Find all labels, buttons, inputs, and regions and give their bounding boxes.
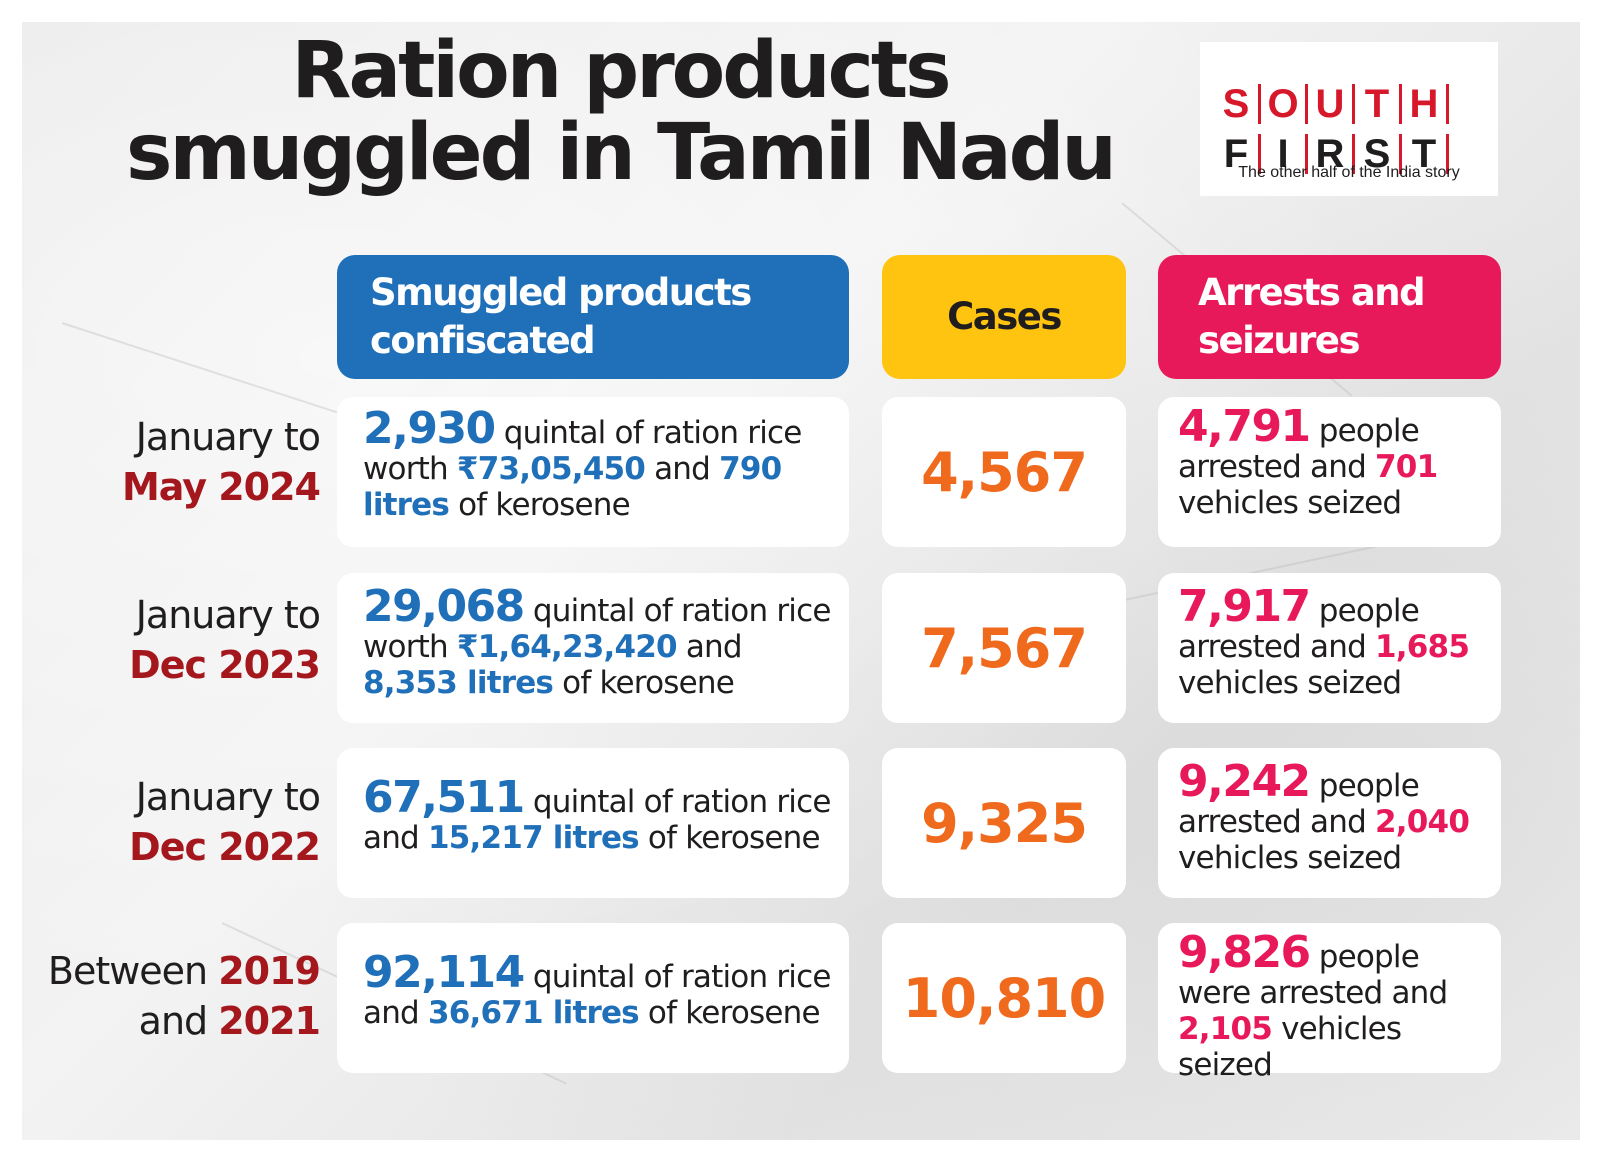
logo-letter: F [1214,132,1261,176]
vehicles-value: 2,105 [1178,1011,1273,1047]
logo-letter: I [1261,132,1308,176]
header-arrests: Arrests and seizures [1158,255,1501,379]
logo-letter: T [1402,132,1449,176]
logo-letter: U [1308,82,1355,126]
quintal-value: 2,930 [363,403,496,454]
products-text: 67,511 quintal of ration rice and 15,217… [363,776,833,857]
logo-letter: T [1355,82,1402,126]
logo-letter: S [1214,82,1261,126]
arrests-text: 4,791 people arrested and 701 vehicles s… [1178,405,1491,522]
products-text: 29,068 quintal of ration rice worth ₹1,6… [363,585,833,702]
products-text-1: quintal of ration rice worth [363,593,831,665]
period-label: January to Dec 2022 [40,772,321,872]
products-text-1: quintal of ration rice worth [363,415,802,487]
header-smuggled-products: Smuggled products confiscated [337,255,849,379]
period-year-end: 2021 [218,999,321,1043]
people-value: 9,242 [1178,756,1311,807]
litres-value: 36,671 litres [427,995,640,1031]
logo-letter: R [1308,132,1355,176]
period-label: January to Dec 2023 [40,590,321,690]
cases-card: 7,567 [882,573,1126,723]
page-title: Ration products smuggled in Tamil Nadu [60,30,1180,194]
products-text-2: and [645,451,720,487]
worth-value: ₹1,64,23,420 [456,629,678,665]
arrests-card: 7,917 people arrested and 1,685 vehicles… [1158,573,1501,723]
logo-top-row: S O U T H [1214,82,1449,126]
cases-card: 9,325 [882,748,1126,898]
arrests-text: 9,826 people were arrested and 2,105 veh… [1178,931,1491,1084]
period-line-2: Dec 2022 [129,825,321,869]
arrests-text-2: vehicles seized [1178,485,1402,521]
people-value: 9,826 [1178,927,1311,978]
products-text-3: of kerosene [638,820,821,856]
period-line-1: Between 2019 [40,946,321,996]
people-value: 7,917 [1178,581,1311,632]
products-text: 92,114 quintal of ration rice and 36,671… [363,951,833,1032]
arrests-card: 9,826 people were arrested and 2,105 veh… [1158,923,1501,1083]
cases-value: 10,810 [902,966,1106,1030]
vehicles-value: 701 [1375,449,1438,485]
period-label: January to May 2024 [40,412,321,512]
period-line-2: Dec 2023 [129,643,321,687]
south-first-logo: S O U T H F I R S T The other half of th… [1200,42,1498,196]
products-card: 29,068 quintal of ration rice worth ₹1,6… [337,573,849,723]
vehicles-value: 2,040 [1375,804,1470,840]
logo-letter: H [1402,82,1449,126]
cases-value: 7,567 [921,616,1088,680]
arrests-text: 7,917 people arrested and 1,685 vehicles… [1178,585,1491,702]
arrests-text-2: vehicles seized [1178,840,1402,876]
arrests-text-1: people were arrested and [1178,939,1448,1011]
quintal-value: 29,068 [363,581,525,632]
cases-value: 4,567 [921,440,1088,504]
worth-value: ₹73,05,450 [456,451,646,487]
title-line-1: Ration products [291,26,951,116]
arrests-text-2: vehicles seized [1178,1011,1402,1083]
period-year-start: 2019 [218,949,321,993]
products-text-3: of kerosene [638,995,821,1031]
header-products-label: Smuggled products confiscated [370,271,752,362]
products-text-1: quintal of ration rice and [363,784,831,856]
quintal-value: 67,511 [363,772,525,823]
arrests-text-1: people arrested and [1178,768,1420,840]
period-line-1: January to [135,775,321,819]
period-line-1: January to [135,593,321,637]
people-value: 4,791 [1178,401,1311,452]
products-text-3: of kerosene [553,665,735,701]
arrests-text-2: vehicles seized [1178,665,1402,701]
products-card: 92,114 quintal of ration rice and 36,671… [337,923,849,1073]
logo-letter: S [1355,132,1402,176]
litres-value: 15,217 litres [427,820,640,856]
period-label: Between 2019 and 2021 [40,946,321,1046]
title-line-2: smuggled in Tamil Nadu [126,108,1117,198]
arrests-text: 9,242 people arrested and 2,040 vehicles… [1178,760,1491,877]
header-cases-label: Cases [947,295,1062,338]
logo-letter: O [1261,82,1308,126]
products-text-1: quintal of ration rice and [363,959,831,1031]
arrests-card: 4,791 people arrested and 701 vehicles s… [1158,397,1501,547]
cases-value: 9,325 [921,791,1088,855]
period-line-1: January to [135,415,321,459]
period-line-2: and 2021 [40,996,321,1046]
litres-value: 8,353 litres [363,665,554,701]
arrests-text-1: people arrested and [1178,413,1420,485]
header-cases: Cases [882,255,1126,379]
cases-card: 10,810 [882,923,1126,1073]
litres-value: 790 litres [363,451,782,523]
products-text: 2,930 quintal of ration rice worth ₹73,0… [363,407,833,524]
header-arrests-label: Arrests and seizures [1198,271,1426,362]
period-mid: and [138,999,219,1043]
arrests-card: 9,242 people arrested and 2,040 vehicles… [1158,748,1501,898]
products-card: 2,930 quintal of ration rice worth ₹73,0… [337,397,849,547]
products-card: 67,511 quintal of ration rice and 15,217… [337,748,849,898]
cases-card: 4,567 [882,397,1126,547]
period-line-2: May 2024 [121,465,321,509]
period-prefix: Between [47,949,219,993]
products-text-2: and [676,629,743,665]
logo-tagline: The other half of the India story [1238,164,1460,181]
logo-bottom-row: F I R S T [1214,132,1449,176]
products-text-3: of kerosene [449,487,631,523]
arrests-text-1: people arrested and [1178,593,1420,665]
vehicles-value: 1,685 [1375,629,1470,665]
quintal-value: 92,114 [363,947,525,998]
